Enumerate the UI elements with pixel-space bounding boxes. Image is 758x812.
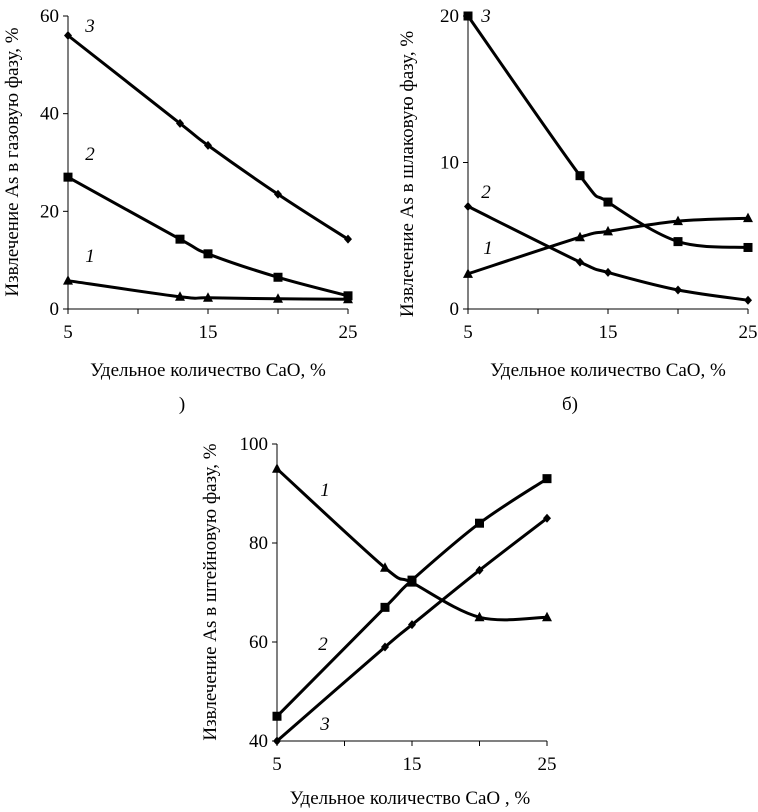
data-point-series-3 — [344, 234, 352, 244]
series-line-3 — [466, 14, 750, 249]
series-label-1: 1 — [85, 246, 95, 267]
x-axis-label: Удельное количество CaO, % — [90, 360, 326, 381]
data-point-series-2 — [576, 257, 584, 267]
y-tick-label: 10 — [440, 153, 459, 174]
x-tick-label: 25 — [739, 322, 758, 343]
data-point-series-3 — [408, 620, 416, 630]
chart-panel-3: 40 60 80 100 5 15 25 Удельное количество CaO , … — [200, 434, 557, 809]
series-line-3 — [66, 34, 350, 241]
series-label-2: 2 — [318, 634, 328, 655]
series-label-2: 2 — [85, 144, 95, 165]
data-point-series-1 — [603, 225, 613, 236]
data-point-series-1 — [542, 611, 552, 622]
data-point-series-2 — [407, 575, 417, 585]
data-point-series-1 — [743, 212, 753, 223]
x-tick-label: 5 — [463, 322, 473, 343]
y-tick-label: 60 — [40, 6, 59, 27]
data-point-series-2 — [63, 172, 73, 182]
x-tick-label: 15 — [599, 322, 618, 343]
series-label-3: 3 — [480, 6, 491, 27]
series-line-2 — [66, 175, 350, 298]
y-axis-label: Извлечение As в шлаковую фазу, % — [397, 31, 418, 318]
data-point-series-1 — [575, 231, 585, 242]
series-label-1: 1 — [483, 238, 493, 259]
panel-label: ) — [179, 394, 185, 415]
data-point-series-2 — [380, 602, 390, 612]
chart-panel-1: 0 20 40 60 5 15 25 Удельное количество CaO, % Из… — [2, 6, 358, 415]
x-axis-label: Удельное количество CaO, % — [490, 360, 726, 381]
data-point-series-2 — [464, 201, 472, 211]
series-label-2: 2 — [481, 182, 491, 203]
data-point-series-2 — [272, 711, 282, 721]
x-tick-label: 5 — [272, 754, 282, 775]
y-tick-label: 40 — [40, 104, 59, 125]
x-tick-label: 25 — [339, 322, 358, 343]
data-point-series-2 — [475, 518, 484, 528]
data-point-series-1 — [273, 293, 283, 303]
data-point-series-1 — [272, 463, 282, 473]
data-point-series-2 — [175, 234, 185, 244]
data-point-series-3 — [176, 118, 184, 128]
x-tick-label: 25 — [538, 754, 557, 775]
data-point-series-3 — [543, 513, 551, 523]
data-point-series-2 — [674, 285, 682, 295]
data-point-series-3 — [575, 171, 585, 181]
data-point-series-2 — [273, 272, 283, 282]
y-tick-label: 0 — [50, 299, 60, 320]
data-point-series-3 — [381, 642, 389, 652]
y-axis-label: Извлечение As в газовую фазу, % — [2, 27, 23, 296]
data-point-series-1 — [175, 291, 185, 301]
x-tick-label: 15 — [199, 322, 218, 343]
data-point-series-3 — [274, 189, 282, 199]
series-label-3: 3 — [319, 714, 330, 735]
data-point-series-1 — [203, 292, 213, 302]
x-tick-label: 15 — [403, 754, 422, 775]
series-label-1: 1 — [320, 480, 330, 501]
y-tick-label: 100 — [240, 434, 269, 455]
series-line-2 — [275, 477, 549, 718]
series-line-3 — [275, 516, 549, 743]
data-point-series-2 — [604, 267, 612, 277]
data-point-series-1 — [343, 293, 353, 304]
y-tick-label: 60 — [249, 632, 268, 653]
data-point-series-1 — [474, 611, 485, 622]
y-tick-label: 0 — [450, 299, 460, 320]
y-tick-label: 20 — [440, 6, 459, 27]
data-point-series-2 — [744, 295, 752, 305]
y-axis-label: Извлечение As в штейновую фазу, % — [200, 443, 221, 740]
y-tick-label: 20 — [40, 201, 59, 222]
x-tick-label: 5 — [63, 322, 73, 343]
panel-label: б) — [562, 394, 578, 415]
x-axis-label: Удельное количество CaO , % — [290, 788, 531, 809]
data-point-series-3 — [673, 237, 683, 247]
data-point-series-3 — [273, 736, 281, 746]
series-line-1 — [275, 467, 549, 622]
y-tick-label: 40 — [249, 731, 268, 752]
series-label-3: 3 — [84, 16, 95, 37]
data-point-series-2 — [542, 474, 552, 484]
data-point-series-3 — [463, 11, 473, 21]
data-point-series-1 — [673, 215, 683, 226]
data-point-series-1 — [463, 268, 473, 278]
data-point-series-1 — [63, 275, 73, 285]
chart-panel-2: 0 10 20 5 15 25 Удельное количество CaO, % Извл… — [397, 6, 758, 415]
data-point-series-1 — [380, 562, 390, 572]
data-point-series-3 — [475, 565, 484, 575]
y-tick-label: 80 — [249, 533, 268, 554]
data-point-series-3 — [603, 197, 613, 207]
data-point-series-3 — [743, 242, 753, 252]
data-point-series-3 — [204, 140, 212, 150]
data-point-series-2 — [203, 249, 213, 259]
data-point-series-3 — [64, 31, 72, 41]
